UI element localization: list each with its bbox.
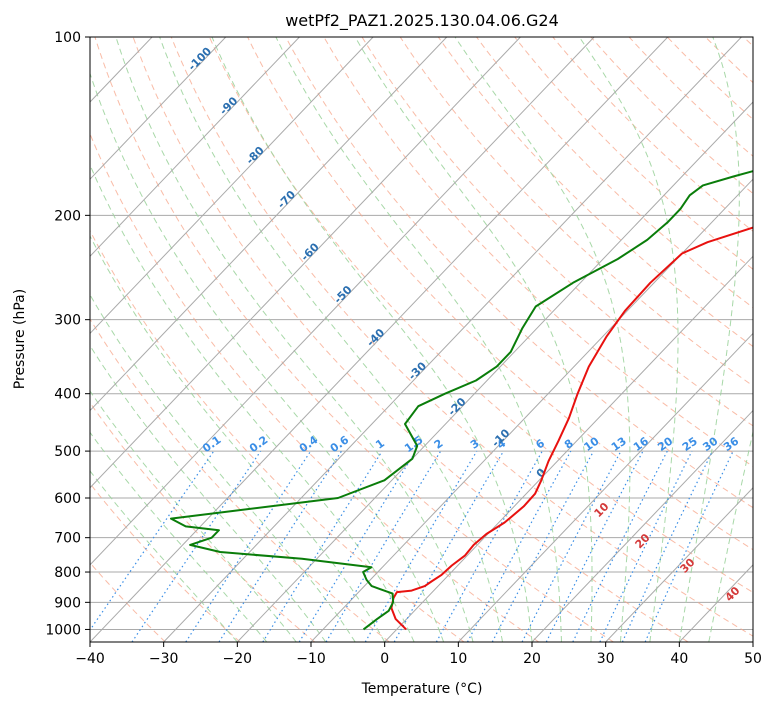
mixing-ratio-line: [599, 450, 693, 642]
moist-adiabat-line: [211, 37, 533, 642]
y-tick-label: 800: [54, 565, 81, 581]
x-tick-label: −40: [75, 651, 105, 667]
x-tick-label: −20: [223, 651, 253, 667]
isotherm-line: [90, 37, 595, 566]
mixing-ratio-line: [491, 450, 595, 642]
y-tick-label: 1000: [45, 622, 81, 638]
isotherm-line: [310, 178, 753, 642]
mixing-ratio-line: [621, 450, 713, 642]
moist-adiabat-line: [354, 37, 593, 642]
moist-adiabat-line: [678, 37, 740, 642]
moist-adiabat-line: [90, 344, 327, 642]
dry-adiabat-line: [285, 37, 753, 509]
dry-adiabat-line: [90, 132, 540, 642]
y-axis-label: Pressure (hPa): [12, 289, 28, 389]
mixing-ratio-line: [131, 450, 262, 642]
x-tick-label: 40: [670, 651, 688, 667]
axis-ticks: −40 −30 −20 −10 0 10 20 30 40 50 100 200 300 400 500 60…: [45, 30, 762, 667]
isotherm-line: [457, 332, 753, 642]
moist-adiabat-line: [159, 37, 503, 642]
dry-adiabat-line: [208, 37, 753, 594]
moist-adiabat-line: [115, 37, 474, 642]
mixing-ratio-line: [218, 450, 343, 642]
moist-adiabat-line: [708, 429, 753, 642]
dry-adiabat-line: [94, 37, 614, 642]
moist-adiabat-line: [454, 37, 631, 642]
y-tick-label: 400: [54, 387, 81, 403]
mixing-ratio-line: [644, 450, 734, 642]
y-tick-label: 300: [54, 313, 81, 329]
x-tick-label: −10: [296, 651, 326, 667]
chart-title: wetPf2_PAZ1.2025.130.04.06.G24: [285, 11, 559, 31]
moist-adiabat-line: [90, 71, 445, 642]
isotherm-line: [90, 37, 521, 489]
y-tick-label: 900: [54, 595, 81, 611]
moist-adiabat-line: [90, 235, 386, 642]
mixing-ratio-line: [90, 450, 215, 632]
isotherm-line: [90, 37, 448, 412]
x-axis-label: Temperature (°C): [361, 681, 483, 697]
temperature-profile: [390, 226, 753, 631]
mixing-ratio-line: [185, 450, 312, 642]
background-lines: [0, 37, 753, 642]
dry-adiabat-line: [90, 482, 241, 642]
dry-adiabat-line: [170, 37, 753, 637]
moist-adiabat-line: [90, 293, 356, 642]
y-tick-label: 200: [54, 208, 81, 224]
x-tick-label: 10: [449, 651, 467, 667]
isotherm-line: [90, 37, 669, 642]
y-tick-label: 600: [54, 491, 81, 507]
dry-adiabat-line: [247, 37, 753, 551]
plot-frame: [89, 36, 754, 643]
isotherm-line: [384, 255, 753, 642]
isotherm-line: [0, 37, 5, 642]
x-tick-label: 30: [597, 651, 615, 667]
isotherm-line: [90, 37, 227, 180]
isotherm-line: [90, 37, 300, 258]
plot-background: [90, 37, 753, 642]
isotherm-line: [752, 641, 753, 642]
mixing-ratio-line: [325, 450, 442, 642]
moist-adiabat-line: [90, 470, 238, 642]
moist-adiabat-line: [275, 37, 562, 642]
dewpoint-profile: [170, 170, 753, 631]
moist-adiabat-line: [578, 37, 679, 642]
isotherm-line: [605, 487, 753, 642]
isotherm-line: [236, 101, 753, 642]
dry-adiabat-line: [361, 37, 753, 427]
x-tick-label: 50: [744, 651, 762, 667]
y-tick-label: 500: [54, 444, 81, 460]
mixing-ratio-line: [466, 450, 572, 642]
data-series: [170, 170, 753, 631]
dry-adiabat-line: [90, 229, 465, 642]
dry-adiabat-line: [323, 37, 753, 468]
dry-adiabat-line: [90, 401, 316, 642]
mixing-ratio-line: [262, 450, 383, 642]
y-tick-label: 700: [54, 531, 81, 547]
moist-adiabat-line: [90, 390, 297, 642]
mixing-ratio-line: [572, 450, 668, 642]
x-tick-label: −30: [149, 651, 179, 667]
y-tick-label: 100: [54, 30, 81, 46]
isotherm-line: [163, 37, 742, 642]
x-tick-label: 20: [523, 651, 541, 667]
x-tick-label: 0: [380, 651, 389, 667]
isotherm-line: [531, 409, 753, 642]
moist-adiabat-line: [90, 431, 268, 642]
dry-adiabat-line: [90, 318, 390, 642]
isotherm-line: [90, 37, 374, 335]
